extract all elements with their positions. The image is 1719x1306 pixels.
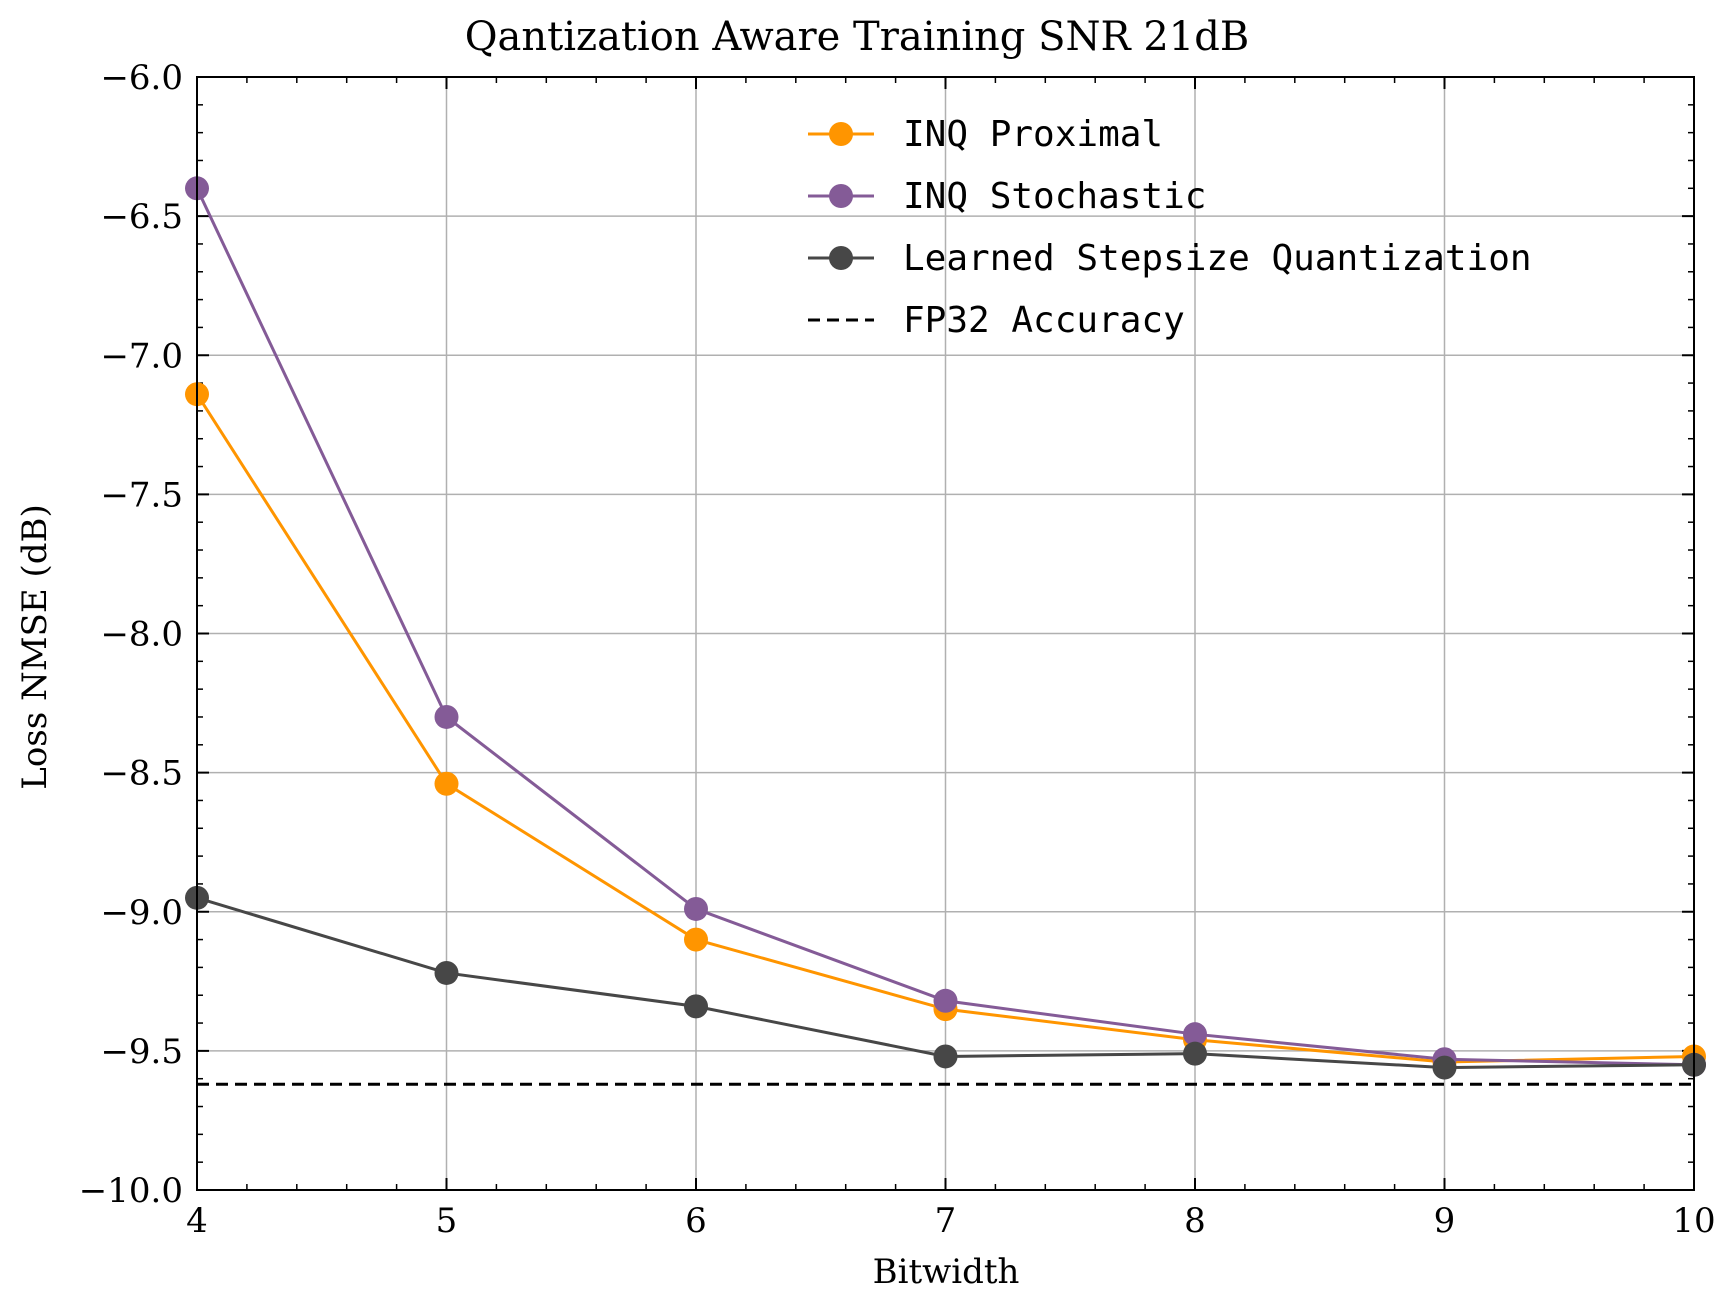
legend-marker: [829, 184, 853, 208]
chart-title: Qantization Aware Training SNR 21dB: [465, 14, 1250, 60]
data-point: [434, 704, 459, 729]
y-tick-label: −10.0: [79, 1171, 183, 1211]
x-tick-label: 4: [186, 1201, 208, 1241]
data-point: [1183, 1041, 1207, 1066]
data-point: [684, 927, 708, 952]
y-tick-label: −7.5: [100, 475, 183, 515]
data-point: [933, 1044, 958, 1069]
y-tick-label: −9.0: [100, 893, 183, 933]
y-tick-label: −9.5: [100, 1032, 183, 1072]
y-tick-label: −7.0: [100, 336, 183, 376]
data-point: [1183, 1022, 1207, 1047]
x-tick-label: 10: [1672, 1201, 1715, 1241]
tick-labels: 4 5 6 7 8 9 10 −6.0 −6.5 −7.0 −7.5 −8.0 −8.5 −9.0 −9.5…: [79, 58, 1716, 1241]
legend-label: Learned Stepsize Quantization: [903, 238, 1532, 279]
x-tick-label: 6: [685, 1201, 707, 1241]
x-axis-label: Bitwidth: [873, 1252, 1020, 1292]
legend-marker: [829, 122, 853, 146]
x-tick-label: 9: [1434, 1201, 1456, 1241]
data-point: [933, 988, 958, 1013]
y-tick-label: −6.0: [100, 58, 183, 98]
grid: [196, 76, 1695, 1191]
data-point: [684, 896, 708, 921]
plot-frame: [196, 76, 1695, 1191]
data-point: [1432, 1055, 1457, 1080]
legend-label: INQ Proximal: [903, 114, 1163, 155]
y-tick-label: −8.5: [100, 754, 183, 794]
x-tick-label: 8: [1184, 1201, 1206, 1241]
x-tick-label: 7: [935, 1201, 957, 1241]
data-point: [434, 771, 459, 796]
legend: INQ Proximal INQ Stochastic Learned Stepsi…: [808, 114, 1532, 341]
x-tick-label: 5: [436, 1201, 458, 1241]
y-tick-label: −6.5: [100, 197, 183, 237]
legend-label: INQ Stochastic: [903, 176, 1206, 217]
legend-marker: [829, 246, 853, 270]
data-point: [434, 960, 459, 985]
y-axis-label: Loss NMSE (dB): [15, 504, 55, 790]
data-point: [684, 994, 708, 1019]
y-tick-label: −8.0: [100, 615, 183, 655]
legend-label: FP32 Accuracy: [903, 300, 1185, 341]
series-layer: [185, 176, 1706, 1080]
